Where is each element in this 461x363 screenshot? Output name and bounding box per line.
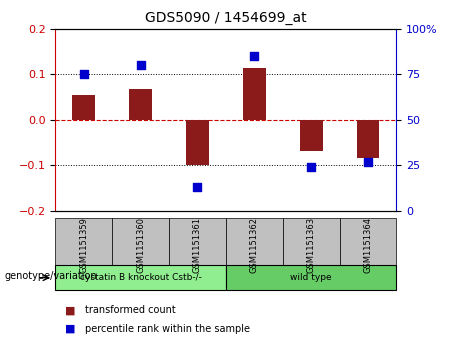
Text: genotype/variation: genotype/variation [5, 271, 97, 281]
Text: GSM1151359: GSM1151359 [79, 217, 88, 273]
Text: transformed count: transformed count [85, 305, 176, 315]
Text: GSM1151360: GSM1151360 [136, 217, 145, 273]
Text: ■: ■ [65, 323, 75, 334]
Text: GSM1151363: GSM1151363 [307, 217, 316, 273]
Bar [300, 120, 323, 151]
Text: wild type: wild type [290, 273, 332, 282]
Title: GDS5090 / 1454699_at: GDS5090 / 1454699_at [145, 11, 307, 25]
Point [307, 164, 315, 170]
Text: GSM1151362: GSM1151362 [250, 217, 259, 273]
Text: ■: ■ [65, 305, 75, 315]
Bar [357, 120, 379, 158]
Point [251, 53, 258, 59]
Point [80, 72, 88, 77]
Point [194, 184, 201, 190]
Bar [129, 89, 152, 120]
Point [137, 62, 144, 68]
Text: percentile rank within the sample: percentile rank within the sample [85, 323, 250, 334]
Bar [243, 68, 266, 120]
Text: GSM1151364: GSM1151364 [364, 217, 372, 273]
Bar [72, 95, 95, 120]
Bar [186, 120, 209, 165]
Text: GSM1151361: GSM1151361 [193, 217, 202, 273]
Text: cystatin B knockout Cstb-/-: cystatin B knockout Cstb-/- [80, 273, 201, 282]
Point [364, 159, 372, 164]
